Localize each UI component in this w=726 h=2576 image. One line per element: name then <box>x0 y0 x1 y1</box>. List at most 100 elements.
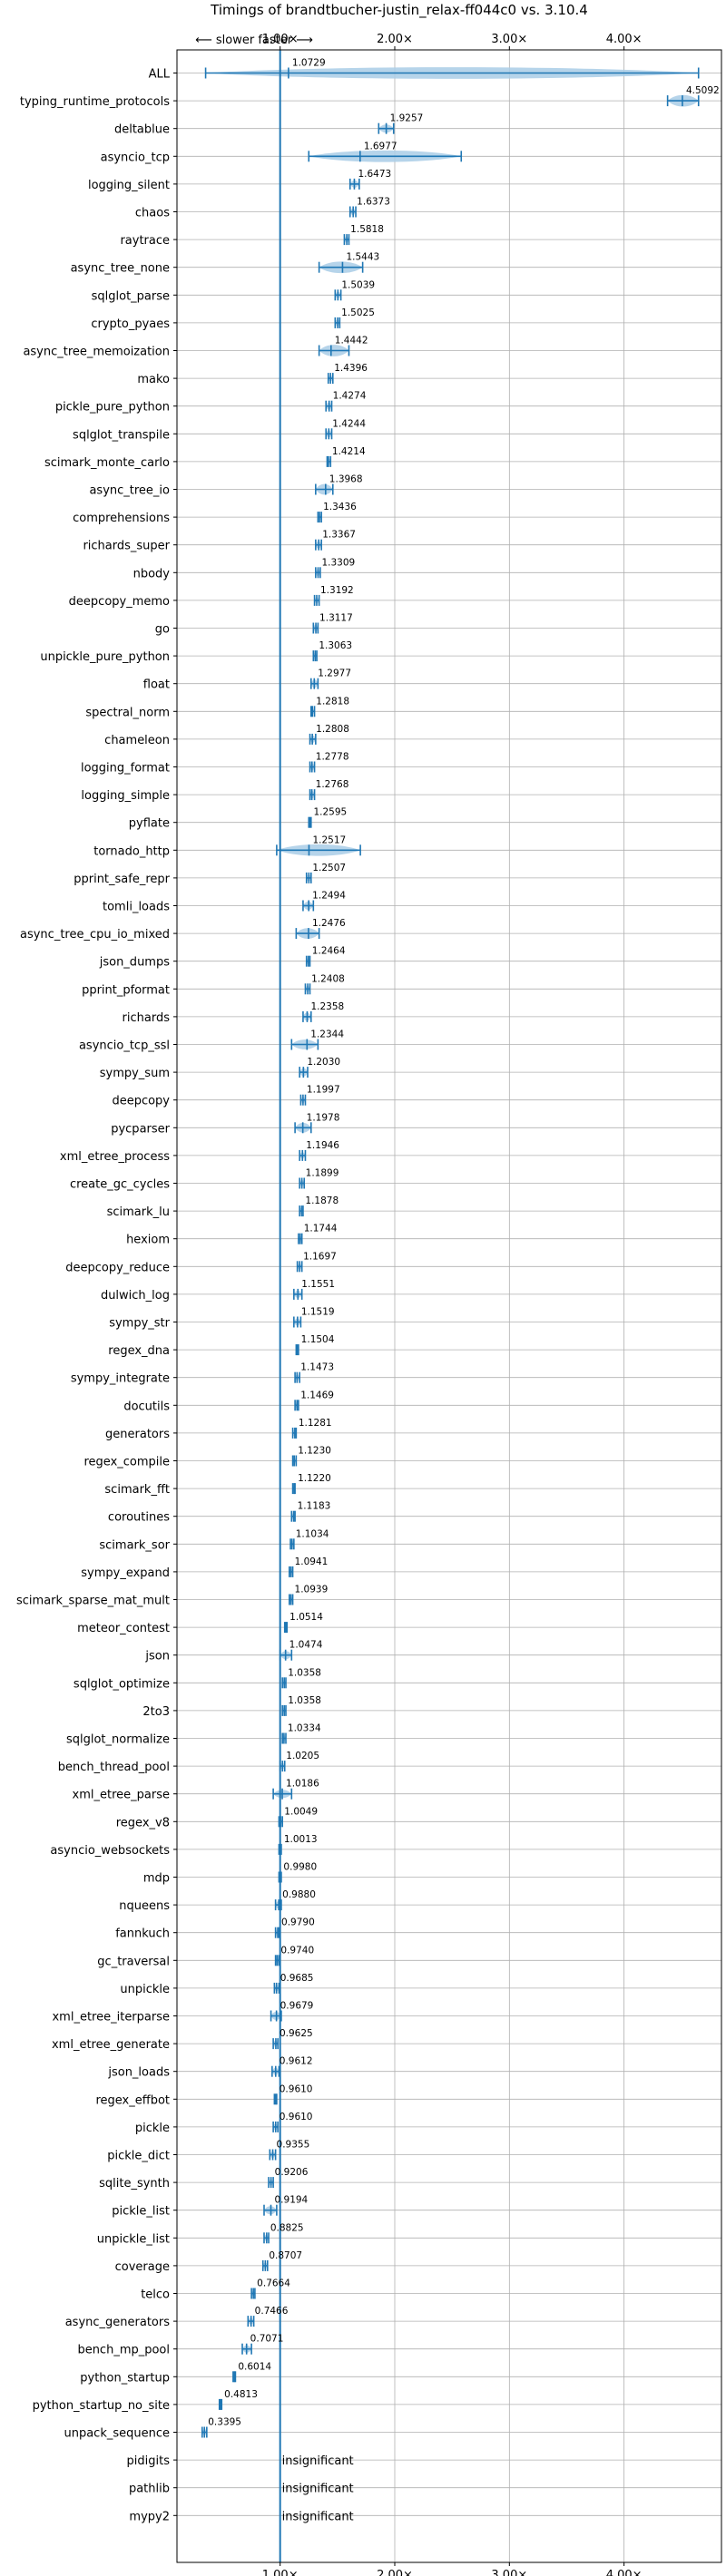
benchmark-name: python_startup_no_site <box>33 2399 170 2413</box>
benchmark-name: pathlib <box>129 2483 170 2496</box>
x-tick-label-bottom: 3.00× <box>491 2569 527 2576</box>
value-label: 0.9790 <box>281 1917 315 1928</box>
value-label: 0.6014 <box>238 2361 271 2372</box>
benchmark-name: mypy2 <box>129 2510 170 2523</box>
benchmark-name: docutils <box>123 1400 170 1413</box>
value-label: 1.2030 <box>307 1057 340 1068</box>
benchmark-name: raytrace <box>120 234 170 248</box>
value-label: 0.9880 <box>282 1889 316 1900</box>
value-label: 1.2977 <box>318 668 351 679</box>
benchmark-name: ALL <box>149 68 171 82</box>
x-tick-label-top: 3.00× <box>491 33 527 46</box>
value-label: 1.2476 <box>312 918 346 929</box>
value-label: 1.0334 <box>288 1723 321 1734</box>
value-label: 1.5443 <box>346 252 379 263</box>
value-label: 0.4813 <box>224 2389 258 2400</box>
benchmark-name: scimark_lu <box>107 1205 170 1219</box>
value-label: 1.0013 <box>284 1834 318 1845</box>
benchmark-name: pprint_safe_repr <box>74 873 170 886</box>
benchmark-name: sympy_expand <box>81 1566 170 1580</box>
benchmark-name: typing_runtime_protocols <box>20 95 170 109</box>
value-label: 1.1519 <box>301 1307 335 1318</box>
benchmark-name: dulwich_log <box>101 1289 170 1303</box>
benchmark-name: asyncio_tcp_ssl <box>79 1039 170 1053</box>
benchmark-name: telco <box>141 2288 170 2302</box>
benchmark-name: crypto_pyaes <box>91 317 170 331</box>
value-label: 1.2768 <box>316 779 349 790</box>
benchmark-name: fannkuch <box>115 1927 170 1941</box>
value-label: 1.1899 <box>306 1168 339 1179</box>
benchmark-name: sympy_integrate <box>71 1372 170 1386</box>
value-label: 1.6373 <box>357 197 390 208</box>
value-label: 1.1946 <box>306 1140 339 1151</box>
benchmark-name: comprehensions <box>73 512 170 525</box>
value-label: 1.1697 <box>303 1251 337 1262</box>
insignificant-label: insignificant <box>282 2510 354 2523</box>
benchmark-name: scimark_monte_carlo <box>44 456 170 470</box>
value-label: 1.4274 <box>333 391 367 402</box>
benchmark-name: async_tree_io <box>89 484 170 498</box>
benchmark-name: sympy_sum <box>100 1067 170 1080</box>
benchmark-name: asyncio_websockets <box>50 1844 170 1858</box>
benchmark-name: asyncio_tcp <box>101 151 170 164</box>
benchmark-name: unpickle_list <box>97 2232 170 2246</box>
value-label: 1.3117 <box>319 613 353 624</box>
value-label: 1.2778 <box>316 752 349 763</box>
benchmark-name: async_tree_none <box>71 262 170 276</box>
benchmark-name: async_tree_cpu_io_mixed <box>20 928 170 942</box>
value-label: 1.1034 <box>296 1528 329 1539</box>
benchmark-labels: ALL 1.0729 typing_runtime_protocols 4.5092 d… <box>16 58 720 2524</box>
x-tick-label-top: 2.00× <box>377 33 413 46</box>
x-tick-label-bottom: 1.00× <box>262 2569 299 2576</box>
value-label: 0.9194 <box>275 2195 309 2206</box>
plot-frame <box>176 49 722 2563</box>
value-label: 1.0205 <box>286 1751 319 1761</box>
value-label: 1.5025 <box>341 307 375 318</box>
value-label: 1.0729 <box>292 58 326 69</box>
benchmark-marks <box>201 67 700 2438</box>
benchmark-name: 2to3 <box>142 1705 170 1719</box>
value-label: 1.2808 <box>316 724 349 735</box>
benchmark-name: regex_effbot <box>95 2093 170 2107</box>
value-label: 1.1220 <box>298 1473 331 1484</box>
value-label: 1.1183 <box>298 1501 331 1512</box>
value-label: 0.9679 <box>280 2001 314 2012</box>
benchmark-name: hexiom <box>126 1234 170 1247</box>
value-label: 0.9980 <box>283 1862 317 1873</box>
benchmark-name: deltablue <box>114 123 170 137</box>
benchmark-name: mdp <box>143 1872 170 1886</box>
insignificant-label: insignificant <box>282 2454 354 2468</box>
benchmark-name: logging_simple <box>81 789 170 803</box>
benchmark-name: regex_compile <box>83 1456 170 1469</box>
x-tick-label-top: 1.00× <box>262 33 299 46</box>
value-label: 1.3192 <box>320 585 354 596</box>
benchmark-name: deepcopy_reduce <box>65 1261 170 1274</box>
benchmark-name: sqlite_synth <box>99 2177 170 2191</box>
benchmark-name: async_tree_memoization <box>23 346 170 359</box>
value-label: 1.3309 <box>321 557 355 568</box>
direction-label: ⟵ slower faster ⟶ <box>195 34 313 47</box>
benchmark-name: coroutines <box>108 1511 170 1525</box>
value-label: 4.5092 <box>686 85 720 96</box>
benchmark-name: deepcopy_memo <box>69 595 170 609</box>
value-label: 0.9612 <box>280 2056 313 2067</box>
benchmark-name: sympy_str <box>109 1317 170 1331</box>
value-label: 1.6977 <box>364 141 397 151</box>
benchmark-name: scimark_sor <box>99 1538 170 1552</box>
value-label: 0.9625 <box>280 2028 313 2039</box>
benchmark-name: sqlglot_optimize <box>74 1677 170 1691</box>
benchmark-name: chaos <box>135 207 170 220</box>
benchmark-name: nqueens <box>119 1899 170 1913</box>
value-label: 1.1473 <box>300 1362 334 1373</box>
benchmark-name: spectral_norm <box>85 706 170 719</box>
benchmark-name: logging_format <box>81 762 170 776</box>
value-label: 0.9610 <box>280 2112 313 2122</box>
chart-title: Timings of brandtbucher-justin_relax-ff0… <box>210 2 588 19</box>
benchmark-name: pidigits <box>127 2454 171 2468</box>
benchmark-name: json_dumps <box>99 956 170 970</box>
value-label: 1.0941 <box>295 1556 329 1567</box>
value-label: 1.2494 <box>312 891 346 902</box>
benchmark-name: generators <box>105 1428 170 1441</box>
value-label: 1.4396 <box>334 363 368 374</box>
benchmark-name: pickle_pure_python <box>55 401 170 415</box>
